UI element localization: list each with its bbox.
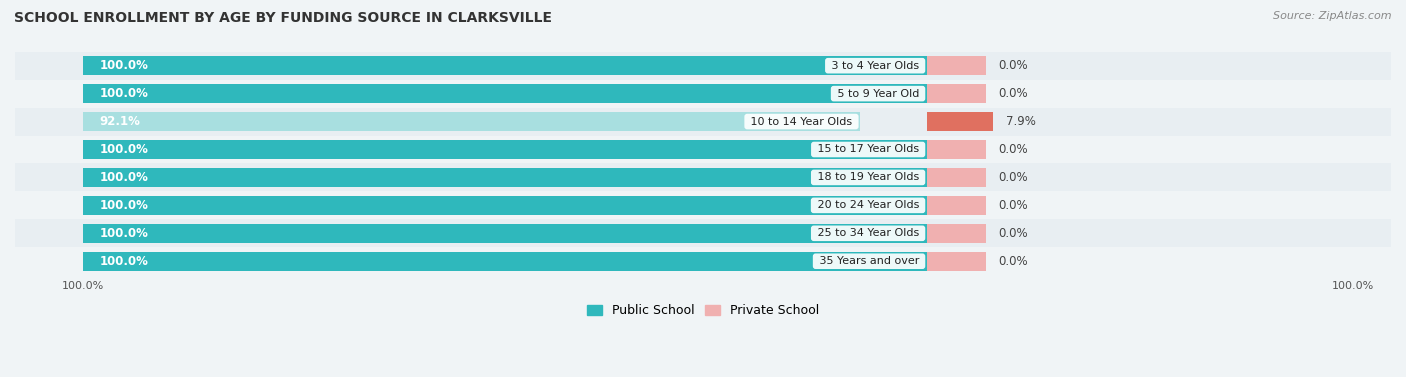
Text: 35 Years and over: 35 Years and over [815,256,922,266]
Bar [927,140,986,159]
Text: 7.9%: 7.9% [1007,115,1036,128]
Text: 100.0%: 100.0% [100,87,148,100]
Text: 10 to 14 Year Olds: 10 to 14 Year Olds [747,116,856,127]
Text: 15 to 17 Year Olds: 15 to 17 Year Olds [814,144,922,155]
Bar [83,112,860,131]
Bar [83,252,927,271]
Bar [83,84,927,103]
Text: 100.0%: 100.0% [100,143,148,156]
Bar [15,80,1391,107]
Text: 20 to 24 Year Olds: 20 to 24 Year Olds [814,200,922,210]
Text: 100.0%: 100.0% [100,255,148,268]
Bar [83,224,927,243]
Text: 0.0%: 0.0% [998,143,1028,156]
Bar [83,168,927,187]
Text: 100.0%: 100.0% [100,199,148,212]
Text: 0.0%: 0.0% [998,171,1028,184]
Bar [927,196,986,215]
Text: 18 to 19 Year Olds: 18 to 19 Year Olds [814,172,922,182]
Bar [15,247,1391,275]
Text: 0.0%: 0.0% [998,227,1028,240]
Bar [15,192,1391,219]
Bar [927,168,986,187]
Text: 92.1%: 92.1% [100,115,141,128]
Text: 100.0%: 100.0% [100,171,148,184]
Text: 100.0%: 100.0% [1331,281,1374,291]
Bar [83,140,927,159]
Text: 0.0%: 0.0% [998,87,1028,100]
Text: 0.0%: 0.0% [998,199,1028,212]
Bar [15,219,1391,247]
Text: 100.0%: 100.0% [100,227,148,240]
Text: 25 to 34 Year Olds: 25 to 34 Year Olds [814,228,922,238]
Bar [927,252,986,271]
Bar [927,56,986,75]
Text: SCHOOL ENROLLMENT BY AGE BY FUNDING SOURCE IN CLARKSVILLE: SCHOOL ENROLLMENT BY AGE BY FUNDING SOUR… [14,11,553,25]
Text: 3 to 4 Year Olds: 3 to 4 Year Olds [828,61,922,71]
Bar [15,135,1391,164]
Bar [83,196,927,215]
Text: 0.0%: 0.0% [998,59,1028,72]
Text: Source: ZipAtlas.com: Source: ZipAtlas.com [1274,11,1392,21]
Bar [15,52,1391,80]
Legend: Public School, Private School: Public School, Private School [582,299,824,322]
Bar [927,112,994,131]
Text: 5 to 9 Year Old: 5 to 9 Year Old [834,89,922,99]
Bar [83,56,927,75]
Bar [927,84,986,103]
Bar [15,107,1391,135]
Bar [927,224,986,243]
Bar [15,164,1391,192]
Text: 100.0%: 100.0% [62,281,104,291]
Text: 100.0%: 100.0% [100,59,148,72]
Text: 0.0%: 0.0% [998,255,1028,268]
